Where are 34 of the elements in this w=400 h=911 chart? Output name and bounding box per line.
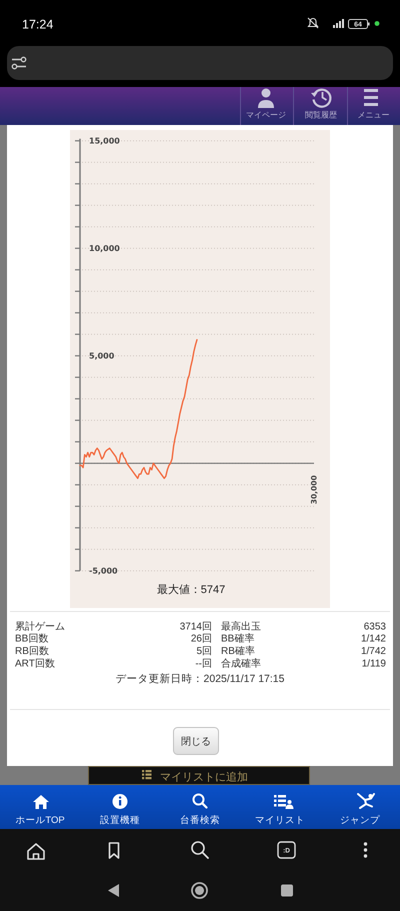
text: 1/142 — [360, 634, 386, 645]
text: ジャンプ — [340, 814, 381, 826]
line-series — [79, 339, 198, 480]
text: --回 — [195, 658, 212, 670]
text: マイページ — [246, 110, 286, 120]
text: 最大値：5747 — [156, 583, 226, 596]
text: 1/119 — [362, 658, 386, 670]
text: 26回 — [190, 634, 212, 645]
text: BB回数 — [15, 634, 48, 645]
text: 閉じる — [181, 736, 211, 748]
text: 3714回 — [180, 621, 212, 632]
text: ホールTOP — [15, 815, 65, 826]
text: 17:24 — [22, 18, 54, 32]
text: ART回数 — [15, 658, 55, 670]
text: マイリストに追加 — [160, 770, 248, 784]
text: 6353 — [364, 621, 386, 632]
text: 合成確率 — [221, 657, 261, 670]
y-tick-label: 5,000 — [89, 351, 115, 360]
text: 累計ゲーム — [15, 620, 65, 632]
text: BB確率 — [221, 632, 254, 645]
text: メニュー — [358, 110, 390, 120]
y-tick-label: -5,000 — [89, 566, 118, 576]
text: 閲覧履歴 — [305, 110, 337, 120]
y-tick-label: 15,000 — [89, 136, 120, 146]
text: データ更新日時：2025/11/17 17:15 — [116, 672, 285, 685]
text: RB回数 — [15, 646, 49, 658]
text: 5回 — [196, 646, 212, 658]
y-tick-label: 10,000 — [89, 244, 120, 253]
text: 設置機種 — [100, 814, 140, 826]
text: マイリスト — [255, 815, 305, 826]
text: 1/742 — [360, 646, 386, 658]
text: 最高出玉 — [221, 620, 261, 632]
text: RB確率 — [221, 645, 255, 658]
text: 台番検索 — [180, 814, 220, 826]
